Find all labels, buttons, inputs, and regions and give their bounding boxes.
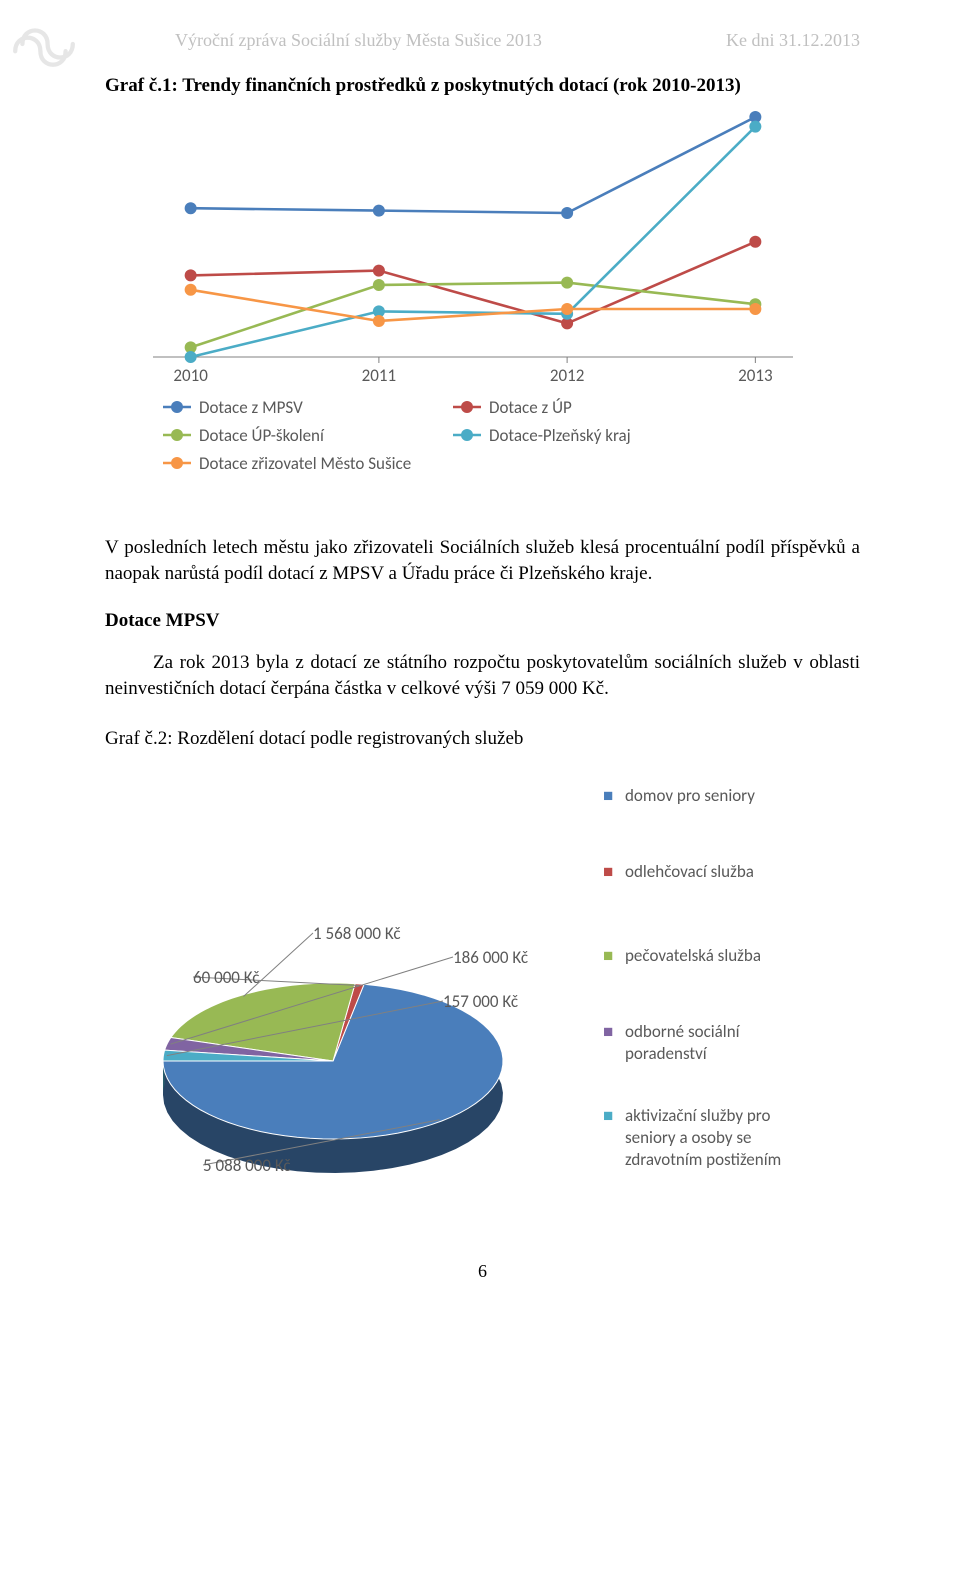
svg-text:pečovatelská služba: pečovatelská služba (625, 945, 761, 966)
svg-text:seniory a osoby se: seniory a osoby se (625, 1127, 752, 1148)
svg-text:Dotace z ÚP: Dotace z ÚP (489, 397, 572, 418)
svg-text:Dotace zřizovatel Město Sušice: Dotace zřizovatel Město Sušice (199, 453, 411, 474)
paragraph-2: Za rok 2013 byla z dotací ze státního ro… (105, 650, 860, 701)
header-right: Ke dni 31.12.2013 (726, 30, 860, 51)
svg-text:5 088 000 Kč: 5 088 000 Kč (203, 1155, 291, 1176)
page-number: 6 (105, 1261, 860, 1282)
svg-text:2011: 2011 (362, 365, 396, 386)
svg-text:1 568 000 Kč: 1 568 000 Kč (313, 923, 401, 944)
svg-text:Dotace ÚP-školení: Dotace ÚP-školení (199, 425, 325, 446)
chart1-title: Graf č.1: Trendy finančních prostředků z… (105, 75, 860, 97)
chart2-title: Graf č.2: Rozdělení dotací podle registr… (105, 726, 860, 752)
watermark-logo (8, 8, 80, 80)
svg-text:Dotace z MPSV: Dotace z MPSV (199, 397, 303, 418)
svg-text:■: ■ (603, 862, 613, 881)
svg-text:■: ■ (603, 946, 613, 965)
svg-text:odlehčovací služba: odlehčovací služba (625, 861, 754, 882)
line-chart: 2010 2011 2012 2013 Dotace z MPSV Dotace z ÚP… (123, 107, 823, 507)
section-head: Dotace MPSV (105, 610, 860, 632)
header-left: Výroční zpráva Sociální služby Města Suš… (175, 30, 542, 51)
svg-text:186 000 Kč: 186 000 Kč (453, 947, 528, 968)
svg-text:157 000 Kč: 157 000 Kč (443, 991, 518, 1012)
svg-text:2012: 2012 (550, 365, 584, 386)
svg-text:poradenství: poradenství (625, 1043, 708, 1064)
svg-text:domov pro seniory: domov pro seniory (625, 785, 755, 806)
svg-text:■: ■ (603, 786, 613, 805)
svg-text:zdravotním postižením: zdravotním postižením (625, 1149, 781, 1170)
svg-text:■: ■ (603, 1106, 613, 1125)
svg-text:■: ■ (603, 1022, 613, 1041)
svg-text:60 000 Kč: 60 000 Kč (193, 967, 259, 988)
svg-text:odborné sociální: odborné sociální (625, 1021, 741, 1042)
pie-chart: 5 088 000 Kč 60 000 Kč 1 568 000 Kč 186 000… (123, 761, 823, 1211)
svg-text:2010: 2010 (173, 365, 208, 386)
page-header: Výroční zpráva Sociální služby Města Suš… (105, 30, 860, 51)
svg-text:2013: 2013 (738, 365, 772, 386)
paragraph-1: V posledních letech městu jako zřizovate… (105, 535, 860, 586)
svg-text:Dotace-Plzeňský kraj: Dotace-Plzeňský kraj (489, 425, 631, 446)
svg-text:aktivizační služby pro: aktivizační služby pro (625, 1105, 770, 1126)
